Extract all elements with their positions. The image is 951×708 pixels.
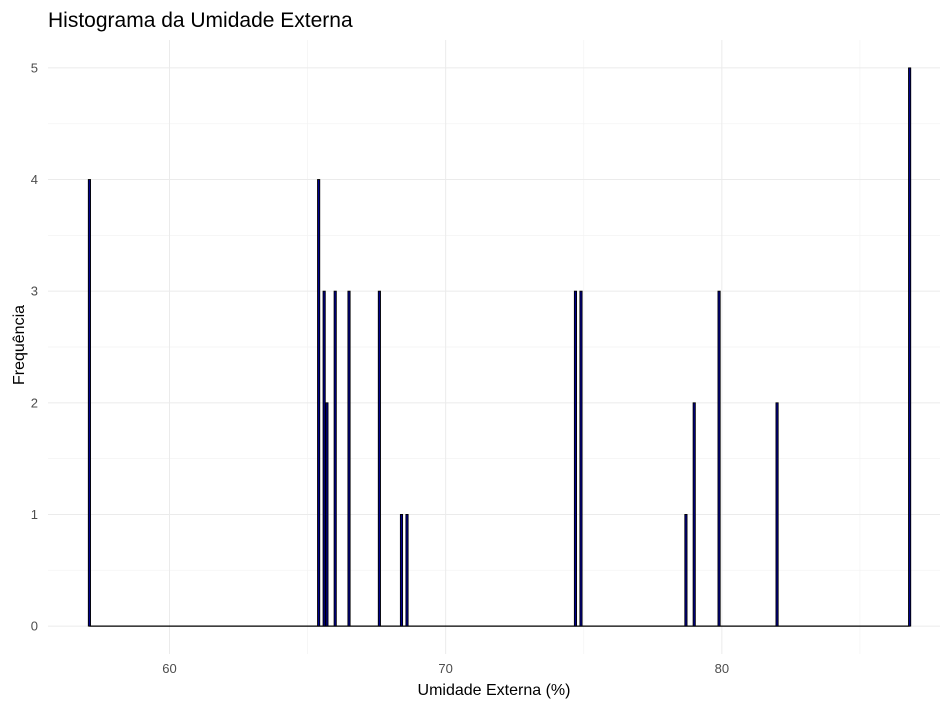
histogram-bar xyxy=(579,290,583,627)
histogram-bar xyxy=(325,402,329,627)
histogram-bar xyxy=(317,179,321,627)
y-tick-label: 1 xyxy=(31,507,38,522)
histogram-bar xyxy=(717,290,721,627)
y-tick-label: 0 xyxy=(31,619,38,634)
histogram-bar xyxy=(405,514,409,627)
histogram-bar xyxy=(692,402,696,627)
y-tick-label: 4 xyxy=(31,172,38,187)
chart-title: Histograma da Umidade Externa xyxy=(48,9,353,32)
x-tick-label: 80 xyxy=(715,661,729,676)
histogram-bar xyxy=(775,402,779,627)
y-axis-title: Frequência xyxy=(11,305,28,385)
y-tick-label: 2 xyxy=(31,395,38,410)
histogram-bar xyxy=(333,290,337,627)
x-axis-title: Umidade Externa (%) xyxy=(418,682,571,699)
histogram-bar xyxy=(399,514,404,627)
histogram-bar xyxy=(87,179,91,627)
y-axis-ticks: 0 1 2 3 4 5 xyxy=(31,60,38,633)
histogram-bar xyxy=(573,290,578,627)
y-tick-label: 3 xyxy=(31,284,38,299)
histogram-bar xyxy=(347,290,351,627)
histogram-bars xyxy=(87,67,912,627)
histogram-bar xyxy=(377,290,381,627)
x-axis-ticks: 60 70 80 xyxy=(162,661,729,676)
x-tick-label: 60 xyxy=(162,661,176,676)
y-tick-label: 5 xyxy=(31,60,38,75)
histogram-bar xyxy=(322,290,326,627)
histogram-bar xyxy=(684,514,688,627)
x-tick-label: 70 xyxy=(438,661,452,676)
histogram-bar xyxy=(908,67,912,627)
grid-lines xyxy=(48,40,940,654)
